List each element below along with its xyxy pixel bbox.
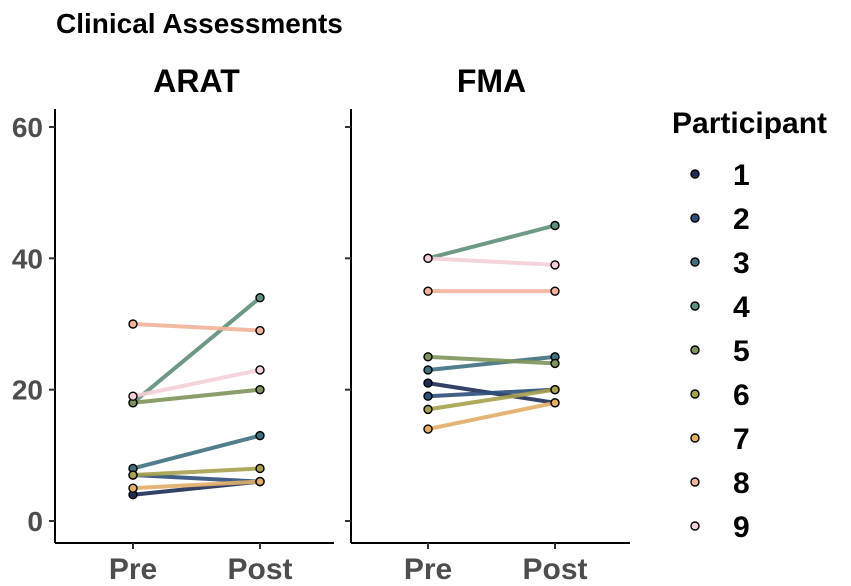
data-point-participant-8-post bbox=[550, 286, 560, 296]
series-line-participant-3 bbox=[131, 433, 262, 471]
legend-label: 5 bbox=[733, 335, 750, 368]
x-tick-label: Post bbox=[522, 553, 587, 586]
legend-item-3: 3 bbox=[690, 247, 750, 280]
data-point-participant-4-post bbox=[550, 220, 560, 231]
data-point-participant-8-pre bbox=[128, 319, 138, 329]
legend-item-2: 2 bbox=[690, 203, 750, 236]
legend-item-8: 8 bbox=[690, 467, 750, 500]
panel-title: ARAT bbox=[153, 63, 240, 99]
chart-title: Clinical Assessments bbox=[56, 8, 343, 39]
series-line-participant-8 bbox=[131, 322, 262, 333]
data-point-participant-2-pre bbox=[423, 391, 433, 401]
data-point-participant-4-post bbox=[255, 293, 265, 303]
y-tick-label: 20 bbox=[12, 375, 43, 406]
legend-marker bbox=[690, 433, 700, 443]
data-point-participant-6-post bbox=[550, 384, 560, 395]
series-line-participant-7 bbox=[426, 400, 557, 432]
data-point-participant-6-pre bbox=[128, 470, 138, 480]
x-tick-label: Pre bbox=[109, 553, 157, 586]
data-point-participant-8-pre bbox=[423, 286, 433, 296]
data-point-participant-7-pre bbox=[128, 483, 138, 493]
series-line-participant-7 bbox=[131, 479, 262, 491]
legend-marker bbox=[690, 389, 700, 399]
series-line-participant-5 bbox=[131, 387, 262, 405]
legend-label: 9 bbox=[733, 511, 750, 544]
legend-item-9: 9 bbox=[690, 511, 750, 544]
legend-item-1: 1 bbox=[690, 159, 750, 192]
data-point-participant-9-post bbox=[255, 365, 265, 375]
legend-marker bbox=[690, 345, 700, 355]
series-line-participant-9 bbox=[426, 256, 557, 267]
legend-label: 1 bbox=[733, 159, 750, 192]
y-tick-label: 60 bbox=[12, 112, 43, 143]
legend: Participant 1 2 3 4 5 6 7 8 9 bbox=[672, 107, 827, 544]
legend-marker bbox=[690, 169, 700, 179]
legend-item-5: 5 bbox=[690, 335, 750, 368]
series-line-participant-3 bbox=[426, 354, 557, 372]
legend-item-4: 4 bbox=[690, 291, 750, 324]
legend-marker bbox=[690, 477, 700, 487]
legend-marker bbox=[690, 301, 700, 311]
series-line-participant-4 bbox=[131, 295, 262, 405]
series-line-participant-6 bbox=[131, 466, 262, 478]
x-tick-label: Post bbox=[227, 553, 292, 586]
legend-marker bbox=[690, 521, 700, 531]
legend-items: 1 2 3 4 5 6 7 8 9 bbox=[690, 159, 750, 544]
data-point-participant-9-pre bbox=[423, 253, 433, 264]
series-line-participant-5 bbox=[426, 354, 557, 366]
data-point-participant-6-pre bbox=[423, 404, 433, 415]
legend-label: 4 bbox=[733, 291, 750, 324]
y-tick-label: 0 bbox=[27, 506, 43, 537]
data-point-participant-7-post bbox=[255, 476, 265, 487]
series-line-participant-6 bbox=[426, 387, 557, 412]
panel-fma: FMA Pre Post bbox=[345, 63, 630, 586]
panel-arat: ARAT 0 20 40 60 Pre Post bbox=[12, 63, 334, 586]
series-line-participant-4 bbox=[426, 223, 557, 261]
data-point-participant-3-pre bbox=[423, 365, 433, 375]
data-point-participant-1-pre bbox=[423, 378, 433, 388]
legend-label: 7 bbox=[733, 423, 750, 456]
panels: ARAT 0 20 40 60 Pre Post FMA Pre Post bbox=[12, 63, 630, 586]
series-line-participant-9 bbox=[131, 367, 262, 399]
data-point-participant-3-post bbox=[255, 430, 265, 441]
legend-title: Participant bbox=[672, 107, 827, 140]
legend-label: 6 bbox=[733, 379, 750, 412]
series-line-participant-2 bbox=[131, 473, 262, 484]
data-point-participant-5-post bbox=[255, 384, 265, 395]
data-point-participant-7-pre bbox=[423, 424, 433, 434]
y-tick-label: 40 bbox=[12, 243, 43, 274]
data-point-participant-8-post bbox=[255, 325, 265, 336]
legend-item-7: 7 bbox=[690, 423, 750, 456]
legend-label: 8 bbox=[733, 467, 750, 500]
panel-title: FMA bbox=[457, 63, 526, 99]
legend-label: 3 bbox=[733, 247, 750, 280]
data-point-participant-5-pre bbox=[423, 352, 433, 362]
data-point-participant-6-post bbox=[255, 463, 265, 474]
legend-label: 2 bbox=[733, 203, 750, 236]
x-tick-label: Pre bbox=[404, 553, 452, 586]
legend-marker bbox=[690, 213, 700, 223]
data-point-participant-7-post bbox=[550, 398, 560, 408]
legend-marker bbox=[690, 257, 700, 267]
series-line-participant-2 bbox=[426, 387, 557, 399]
data-point-participant-9-post bbox=[550, 260, 560, 270]
data-point-participant-5-post bbox=[550, 358, 560, 369]
legend-item-6: 6 bbox=[690, 379, 750, 412]
data-point-participant-9-pre bbox=[128, 391, 138, 401]
